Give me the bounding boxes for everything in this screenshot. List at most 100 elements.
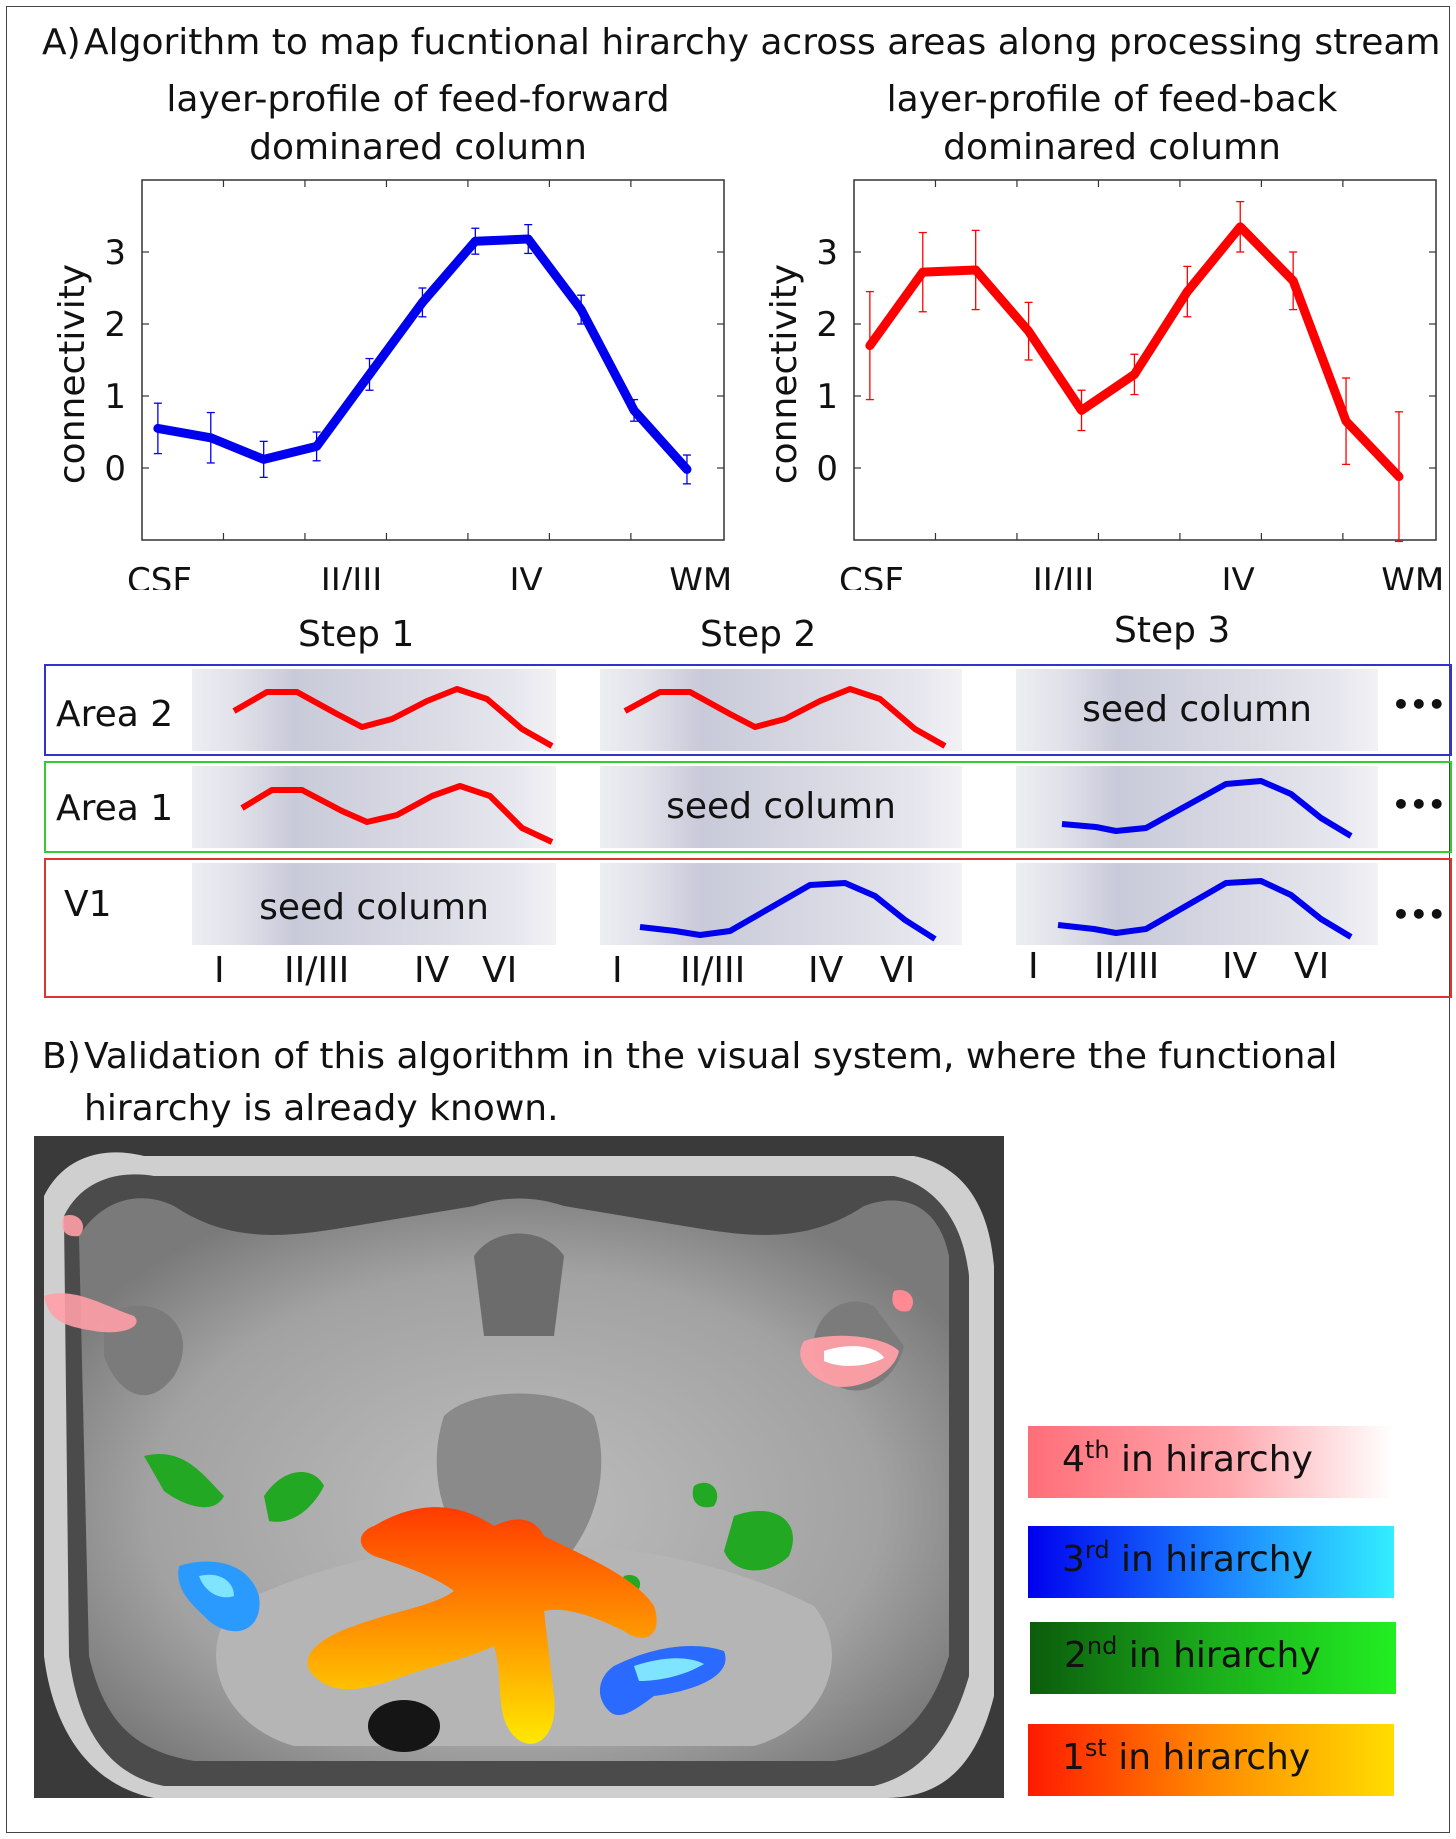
layer-label-I: I (612, 950, 623, 991)
layer-label-VI: VI (1294, 946, 1330, 987)
layer-label-II-III: II/III (680, 950, 746, 991)
activation-3rd-right-core (634, 1658, 704, 1681)
layer-label-IV: IV (414, 950, 450, 991)
x-tick-label: WM (669, 561, 732, 590)
cell-area1-step2: seed column (600, 766, 962, 848)
ellipsis-area-1: ••• (1392, 788, 1446, 821)
figure-frame (6, 6, 1450, 1833)
feed-forward-profile-curve (639, 880, 937, 942)
step-1-label: Step 1 (298, 614, 415, 655)
x-tick-label: IV (509, 561, 542, 590)
feed-back-profile-curve (240, 783, 554, 845)
y-axis-label: connectivity (764, 264, 805, 484)
activation-2nd (144, 1454, 224, 1508)
row-box-area-2 (44, 664, 1452, 756)
step-3-label: Step 3 (1114, 610, 1231, 651)
activation-2nd (692, 1482, 718, 1508)
layer-label-II-III: II/III (284, 950, 350, 991)
cell-v1-step2 (600, 863, 962, 945)
legend-1st-suffix: st (1084, 1734, 1107, 1762)
layer-label-IV: IV (808, 950, 844, 991)
layer-label-I: I (1028, 946, 1039, 987)
legend-4th-number: 4 (1062, 1439, 1085, 1480)
panel-b-label: B) (42, 1036, 81, 1077)
y-tick-label: 2 (816, 305, 838, 345)
y-tick-label: 1 (816, 377, 838, 417)
step-2-label: Step 2 (700, 614, 817, 655)
x-tick-label: CSF (839, 561, 904, 590)
right-chart-title-line2: dominared column (943, 127, 1281, 168)
feed-forward-profile-curve (1061, 778, 1353, 839)
activation-1st (307, 1507, 657, 1744)
cell-v1-step1: seed column (192, 863, 556, 945)
activation-4th-left (44, 1293, 137, 1333)
seed-column-label: seed column (1082, 689, 1312, 730)
legend-1st-text: in hirarchy (1106, 1737, 1311, 1778)
cell-area2-step1 (192, 669, 556, 751)
cell-area1-step3 (1016, 766, 1378, 848)
cell-area2-step3: seed column (1016, 669, 1378, 751)
activation-2nd (264, 1472, 324, 1522)
row-label-area-2: Area 2 (56, 694, 174, 735)
legend-3rd-text: in hirarchy (1109, 1539, 1313, 1580)
panel-b-title-line1: Validation of this algorithm in the visu… (84, 1036, 1338, 1077)
row-label-area-1: Area 1 (56, 788, 174, 829)
profile-line (232, 686, 554, 749)
activation-4th-left-top (62, 1215, 84, 1237)
legend-1st-number: 1 (1062, 1737, 1085, 1778)
cell-area2-step2 (600, 669, 962, 751)
activation-3rd-left (178, 1561, 260, 1632)
series-line (865, 222, 1404, 482)
legend-2nd-suffix: nd (1086, 1632, 1118, 1660)
y-axis-label: connectivity (52, 264, 93, 484)
x-tick-label: II/III (1033, 561, 1095, 590)
feed-forward-profile-chart: 0 1 2 3 CSF II/III IV WM connectivity (52, 179, 732, 590)
layer-label-IV: IV (1222, 946, 1258, 987)
layer-label-II-III: II/III (1094, 946, 1160, 987)
profile-line (639, 880, 937, 942)
legend-2nd-text: in hirarchy (1117, 1635, 1321, 1676)
seed-column-label: seed column (666, 786, 896, 827)
legend-4th-text: in hirarchy (1109, 1439, 1313, 1480)
legend-4th: 4th in hirarchy (1028, 1426, 1394, 1498)
row-box-area-1 (44, 761, 1452, 853)
feed-forward-profile-curve (1057, 878, 1353, 940)
activation-4th-right-core (824, 1346, 884, 1366)
panel-a-label: A) (42, 22, 81, 63)
right-chart-title-line1: layer-profile of feed-back (886, 79, 1338, 120)
left-chart-title-line1: layer-profile of feed-forward (166, 79, 670, 120)
plot-frame (141, 179, 725, 541)
series-line (153, 234, 692, 474)
row-label-v1: V1 (64, 884, 112, 925)
legend-2nd: 2nd in hirarchy (1030, 1622, 1396, 1694)
layer-label-VI: VI (880, 950, 916, 991)
ventricle (474, 1233, 564, 1336)
left-chart-title-line2: dominared column (249, 127, 587, 168)
profile-line (1061, 778, 1353, 839)
activation-3rd-left-core (199, 1574, 234, 1598)
ellipsis-v1: ••• (1392, 898, 1446, 931)
legend-1st: 1st in hirarchy (1028, 1724, 1394, 1796)
row-box-v1 (44, 858, 1452, 998)
y-tick-label: 2 (104, 305, 126, 345)
y-tick-label: 1 (104, 377, 126, 417)
y-tick-label: 3 (816, 233, 838, 273)
feed-back-profile-curve (232, 686, 554, 749)
x-tick-label: II/III (321, 561, 383, 590)
legend-4th-suffix: th (1084, 1436, 1110, 1464)
legend-2nd-number: 2 (1064, 1635, 1087, 1676)
plot-frame (853, 179, 1437, 541)
mri-brain-slice (34, 1136, 1004, 1798)
legend-3rd-suffix: rd (1084, 1536, 1110, 1564)
panel-a-title: Algorithm to map fucntional hirarchy acr… (84, 22, 1441, 63)
feed-back-profile-curve (623, 686, 947, 749)
layer-label-I: I (214, 950, 225, 991)
activation-2nd (724, 1510, 793, 1571)
x-tick-label: CSF (127, 561, 192, 590)
y-tick-label: 0 (816, 449, 838, 489)
profile-line (240, 783, 554, 845)
dark-vessel (368, 1700, 440, 1752)
legend-3rd-number: 3 (1062, 1539, 1085, 1580)
profile-line (623, 686, 947, 749)
cell-area1-step1 (192, 766, 556, 848)
